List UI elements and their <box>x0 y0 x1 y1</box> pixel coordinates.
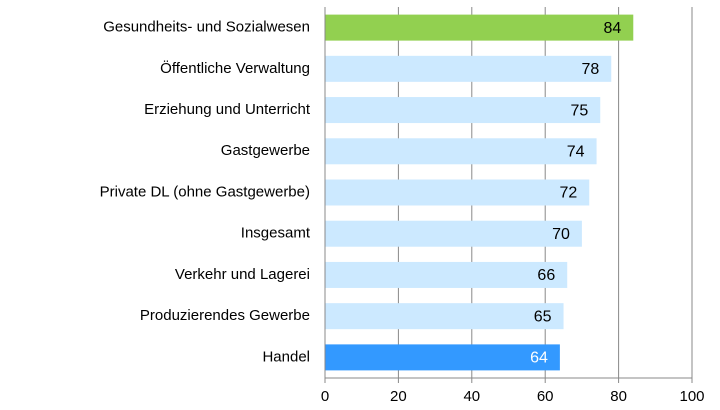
value-label: 72 <box>559 185 577 202</box>
bar <box>325 220 582 247</box>
x-tick-label: 60 <box>537 388 554 405</box>
bar <box>325 14 634 41</box>
value-label: 74 <box>567 143 585 160</box>
bar <box>325 138 597 165</box>
x-tick-label: 20 <box>390 388 407 405</box>
value-label: 70 <box>552 226 570 243</box>
value-label: 65 <box>534 308 552 325</box>
bar <box>325 55 612 82</box>
y-tick-label: Private DL (ohne Gastgewerbe) <box>100 183 310 200</box>
value-label: 64 <box>530 350 548 367</box>
y-tick-label: Erziehung und Unterricht <box>144 101 311 118</box>
x-tick-label: 100 <box>679 388 704 405</box>
y-tick-label: Öffentliche Verwaltung <box>160 59 310 77</box>
x-tick-label: 40 <box>463 388 480 405</box>
y-tick-label: Insgesamt <box>241 225 311 242</box>
y-tick-label: Gesundheits- und Sozialwesen <box>103 19 310 36</box>
value-label: 84 <box>603 20 621 37</box>
value-label: 78 <box>581 61 599 78</box>
value-label: 66 <box>537 267 555 284</box>
bar <box>325 179 590 206</box>
value-label: 75 <box>570 102 588 119</box>
y-tick-label: Verkehr und Lagerei <box>175 266 310 283</box>
x-tick-label: 0 <box>321 388 329 405</box>
bar <box>325 303 564 330</box>
bar <box>325 261 568 288</box>
x-tick-label: 80 <box>610 388 627 405</box>
y-tick-label: Produzierendes Gewerbe <box>140 307 310 324</box>
bar <box>325 97 601 124</box>
y-tick-label: Handel <box>262 348 310 365</box>
y-tick-label: Gastgewerbe <box>221 142 310 159</box>
bar <box>325 344 560 371</box>
